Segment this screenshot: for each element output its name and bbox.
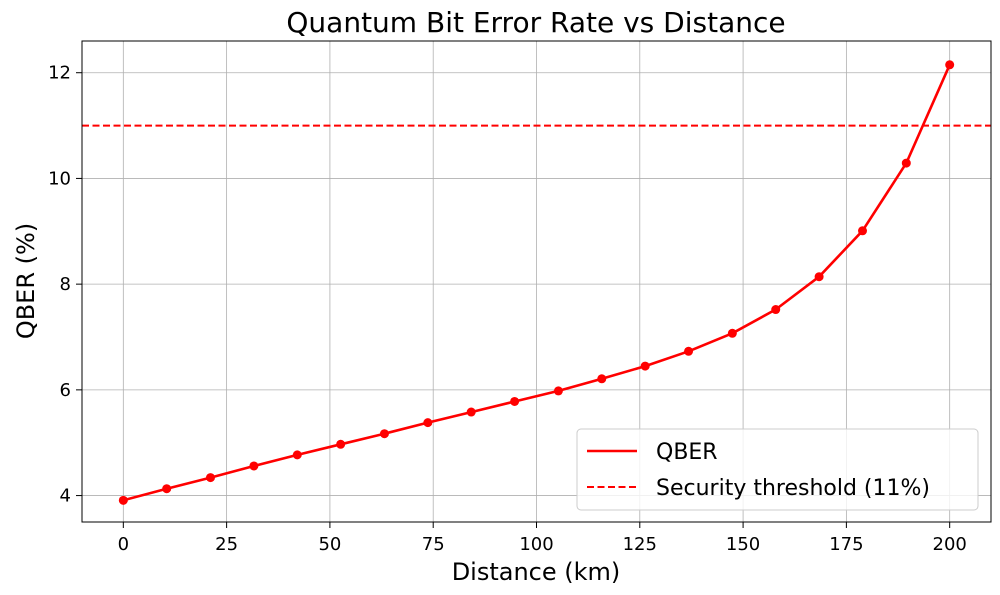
data-point bbox=[162, 484, 172, 494]
y-tick-label: 6 bbox=[60, 380, 71, 401]
plot-frame bbox=[81, 40, 992, 523]
data-point bbox=[466, 407, 476, 417]
data-point bbox=[945, 60, 955, 70]
y-tick-label: 8 bbox=[60, 274, 71, 295]
series-line-qber bbox=[122, 64, 951, 502]
y-axis-ticks: 4 6 8 10 12 bbox=[48, 63, 82, 507]
data-point bbox=[510, 396, 520, 406]
legend-label-threshold: Security threshold (11%) bbox=[656, 476, 930, 501]
data-point bbox=[205, 473, 215, 483]
legend: QBER Security threshold (11%) bbox=[576, 428, 979, 511]
data-point bbox=[292, 450, 302, 460]
data-point bbox=[118, 495, 128, 505]
y-tick-label: 10 bbox=[48, 168, 71, 189]
data-point bbox=[249, 461, 259, 471]
x-tick-label: 150 bbox=[726, 534, 760, 555]
data-point bbox=[597, 374, 607, 384]
legend-label-qber: QBER bbox=[656, 440, 718, 465]
x-tick-label: 125 bbox=[623, 534, 657, 555]
data-point bbox=[553, 386, 563, 396]
x-tick-label: 175 bbox=[829, 534, 863, 555]
data-point bbox=[901, 158, 911, 168]
data-point bbox=[727, 328, 737, 338]
x-tick-label: 75 bbox=[422, 534, 445, 555]
legend-box bbox=[576, 428, 979, 511]
data-point bbox=[336, 439, 346, 449]
data-point bbox=[423, 418, 433, 428]
x-axis-label: Distance (km) bbox=[452, 558, 621, 586]
chart-title: Quantum Bit Error Rate vs Distance bbox=[286, 6, 785, 39]
y-tick-label: 4 bbox=[60, 486, 71, 507]
data-point bbox=[684, 346, 694, 356]
data-point bbox=[814, 272, 824, 282]
data-point bbox=[379, 429, 389, 439]
data-point bbox=[771, 305, 781, 315]
x-tick-label: 50 bbox=[318, 534, 341, 555]
y-axis-label: QBER (%) bbox=[12, 223, 40, 339]
x-tick-label: 25 bbox=[215, 534, 238, 555]
x-tick-label: 200 bbox=[933, 534, 967, 555]
x-tick-label: 0 bbox=[118, 534, 129, 555]
x-axis-ticks: 0 25 50 75 100 125 150 175 200 bbox=[118, 522, 967, 555]
data-markers bbox=[118, 60, 955, 505]
data-point bbox=[640, 361, 650, 371]
x-tick-label: 100 bbox=[519, 534, 553, 555]
data-point bbox=[858, 226, 868, 236]
y-tick-label: 12 bbox=[48, 63, 71, 84]
